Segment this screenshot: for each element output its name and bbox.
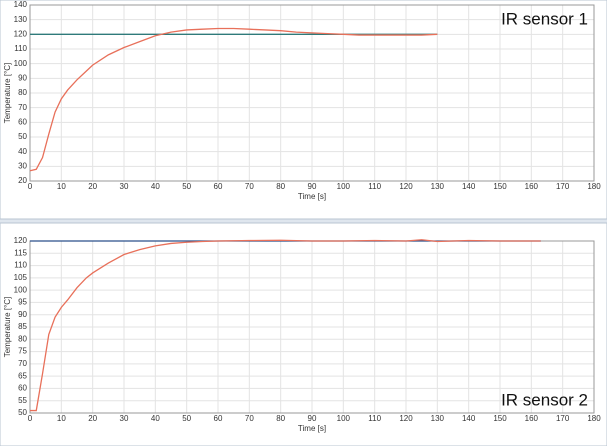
x-tick-label: 100	[337, 414, 351, 423]
y-tick-label: 60	[18, 117, 27, 126]
y-tick-label: 105	[14, 273, 28, 282]
panel	[0, 222, 607, 446]
annotation: IR sensor 1	[501, 9, 588, 28]
x-tick-label: 170	[556, 182, 570, 191]
x-tick-label: 0	[28, 182, 33, 191]
y-tick-label: 50	[18, 408, 27, 417]
x-tick-label: 170	[556, 414, 570, 423]
x-axis-label: Time [s]	[298, 192, 326, 201]
y-tick-label: 65	[18, 371, 27, 380]
x-tick-label: 0	[28, 414, 33, 423]
x-tick-label: 70	[245, 414, 254, 423]
x-tick-label: 60	[214, 182, 223, 191]
y-tick-label: 80	[18, 334, 27, 343]
x-tick-label: 130	[431, 414, 445, 423]
x-tick-label: 70	[245, 182, 254, 191]
y-tick-label: 50	[18, 132, 27, 141]
x-tick-label: 10	[57, 414, 66, 423]
y-axis-label: Temperature [°C]	[3, 63, 12, 124]
y-tick-label: 40	[18, 147, 27, 156]
y-tick-label: 140	[14, 0, 28, 9]
y-tick-label: 110	[14, 44, 27, 53]
y-tick-label: 110	[14, 261, 27, 270]
y-tick-label: 115	[14, 248, 27, 257]
y-tick-label: 60	[18, 384, 27, 393]
x-tick-label: 90	[308, 182, 317, 191]
x-tick-label: 80	[276, 414, 285, 423]
x-tick-label: 150	[493, 414, 507, 423]
x-tick-label: 120	[399, 414, 413, 423]
x-tick-label: 110	[368, 182, 381, 191]
x-tick-label: 130	[431, 182, 445, 191]
x-tick-label: 100	[337, 182, 351, 191]
y-tick-label: 100	[14, 59, 28, 68]
x-tick-label: 30	[120, 182, 129, 191]
x-tick-label: 180	[587, 414, 601, 423]
y-tick-label: 80	[18, 88, 27, 97]
y-tick-label: 120	[14, 236, 28, 245]
x-tick-label: 140	[462, 414, 476, 423]
data-line	[30, 239, 541, 412]
plot-frame	[29, 4, 595, 182]
x-tick-label: 30	[120, 414, 129, 423]
x-tick-label: 120	[399, 182, 413, 191]
y-tick-label: 70	[18, 103, 27, 112]
x-axis-label: Time [s]	[298, 424, 326, 433]
y-tick-label: 20	[18, 176, 27, 185]
x-tick-label: 180	[587, 182, 601, 191]
annotation: IR sensor 2	[501, 390, 588, 409]
x-tick-label: 50	[182, 414, 191, 423]
y-tick-label: 90	[18, 310, 27, 319]
panel	[0, 0, 607, 220]
x-tick-label: 140	[462, 182, 476, 191]
y-tick-label: 30	[18, 161, 27, 170]
x-tick-label: 110	[368, 414, 381, 423]
x-tick-label: 40	[151, 182, 160, 191]
y-tick-label: 90	[18, 73, 27, 82]
y-axis-label: Temperature [°C]	[3, 297, 12, 358]
data-line	[29, 27, 438, 172]
x-tick-label: 10	[57, 182, 66, 191]
x-tick-label: 160	[525, 182, 539, 191]
x-tick-label: 40	[151, 414, 160, 423]
y-tick-label: 70	[18, 359, 27, 368]
y-tick-label: 130	[14, 15, 28, 24]
x-tick-label: 160	[525, 414, 539, 423]
y-tick-label: 55	[18, 396, 27, 405]
y-tick-label: 85	[18, 322, 27, 331]
x-tick-label: 20	[88, 414, 97, 423]
x-tick-label: 50	[182, 182, 191, 191]
x-tick-label: 150	[493, 182, 507, 191]
y-tick-label: 95	[18, 298, 27, 307]
x-tick-label: 20	[88, 182, 97, 191]
x-tick-label: 80	[276, 182, 285, 191]
y-tick-label: 120	[14, 29, 28, 38]
x-tick-label: 90	[308, 414, 317, 423]
y-tick-label: 100	[14, 285, 28, 294]
y-tick-label: 75	[18, 347, 27, 356]
x-tick-label: 60	[214, 414, 223, 423]
